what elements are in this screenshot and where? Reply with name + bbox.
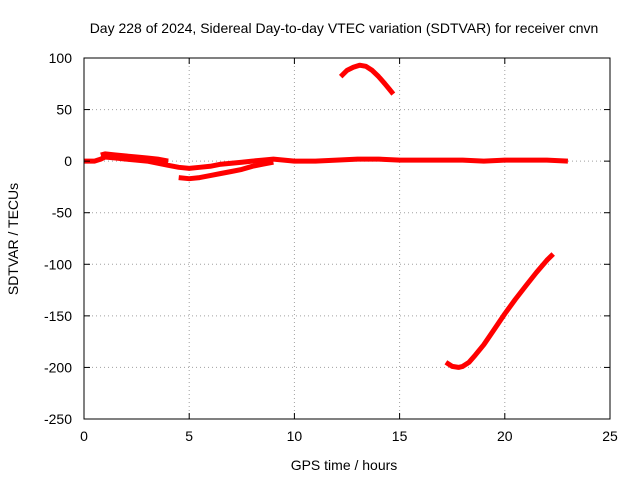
- x-tick-label: 10: [287, 428, 303, 444]
- y-tick-label: -200: [44, 359, 72, 375]
- x-tick-label: 15: [392, 428, 408, 444]
- x-tick-label: 0: [80, 428, 88, 444]
- y-tick-label: -150: [44, 308, 72, 324]
- y-tick-label: -250: [44, 411, 72, 427]
- y-tick-label: 0: [64, 153, 72, 169]
- y-tick-label: 100: [49, 50, 73, 66]
- x-axis-label: GPS time / hours: [291, 457, 398, 473]
- y-axis-label: SDTVAR / TECUs: [5, 183, 21, 295]
- series-baseline-lower: [178, 159, 274, 182]
- x-tick-label: 5: [185, 428, 193, 444]
- series-arc-high: [338, 62, 396, 96]
- y-tick-label: -50: [52, 205, 72, 221]
- x-tick-label: 25: [602, 428, 618, 444]
- data-series: [84, 62, 569, 370]
- plot-frame: [83, 57, 611, 420]
- y-tick-label: 50: [56, 102, 72, 118]
- series-arc-low: [444, 252, 555, 370]
- x-tick-label: 20: [497, 428, 513, 444]
- axis-ticks: 0 5 10 15 20 25 -250 -200 -150 -100 -50 0 50 100: [44, 50, 618, 444]
- grid: [84, 58, 610, 419]
- y-tick-label: -100: [44, 256, 72, 272]
- chart-title: Day 228 of 2024, Sidereal Day-to-day VTE…: [90, 20, 599, 36]
- series-baseline: [84, 154, 569, 171]
- series-baseline-upper: [100, 151, 169, 164]
